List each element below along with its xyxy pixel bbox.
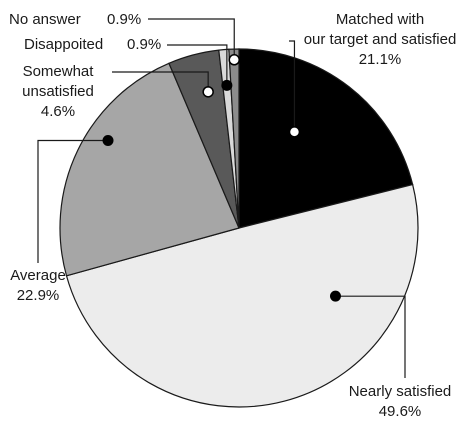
marker-noanswer (228, 54, 240, 66)
leader-disappointed (167, 44, 228, 86)
leader-noanswer (148, 18, 235, 60)
label-somewhat-line1: Somewhat (23, 63, 95, 80)
slice-nearly (65, 183, 419, 408)
leader-nearly (335, 295, 406, 378)
label-average-value: 22.9% (17, 287, 60, 304)
slice-markers (102, 54, 341, 302)
slice-matched (238, 48, 414, 229)
label-disappointed-value: 0.9% (127, 36, 161, 53)
label-matched-line2: our target and satisfied (304, 31, 457, 48)
label-somewhat-value: 4.6% (41, 103, 75, 120)
label-noanswer-name: No answer (9, 11, 81, 28)
label-matched-value: 21.1% (359, 51, 402, 68)
slice-labels: Matched with our target and satisfied 21… (9, 11, 456, 420)
leader-somewhat (112, 71, 209, 92)
label-average-name: Average (10, 267, 66, 284)
label-noanswer-value: 0.9% (107, 11, 141, 28)
leader-average (37, 139, 109, 263)
label-matched-line1: Matched with (336, 11, 424, 28)
marker-disappointed (221, 79, 233, 91)
leader-lines (37, 18, 406, 378)
marker-somewhat (202, 86, 214, 98)
pie-slices (59, 48, 419, 408)
marker-average (102, 135, 114, 147)
label-nearly-name: Nearly satisfied (349, 383, 452, 400)
leader-matched (289, 40, 296, 132)
marker-nearly (329, 290, 341, 302)
label-somewhat-line2: unsatisfied (22, 83, 94, 100)
label-nearly-value: 49.6% (379, 403, 422, 420)
label-disappointed-name: Disappoited (24, 36, 103, 53)
slice-average (59, 62, 240, 277)
marker-matched (288, 126, 301, 138)
